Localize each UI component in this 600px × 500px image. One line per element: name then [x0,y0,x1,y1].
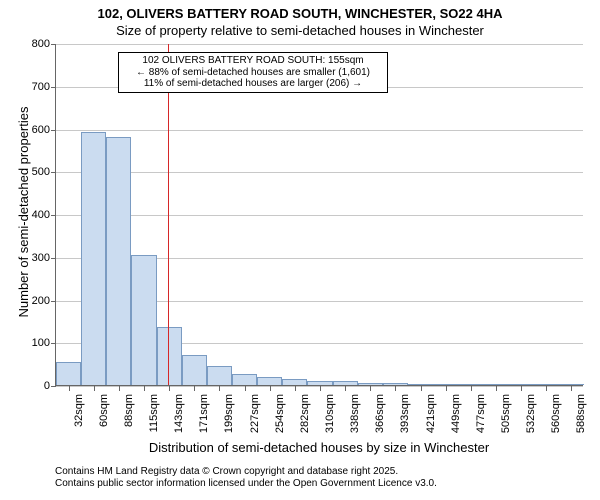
histogram-bar [433,384,458,385]
attribution-line2: Contains public sector information licen… [55,478,437,490]
ytick-mark [51,87,56,88]
annotation-line: 11% of semi-detached houses are larger (… [122,78,384,90]
chart-title-line1: 102, OLIVERS BATTERY ROAD SOUTH, WINCHES… [0,6,600,21]
xtick-mark [219,386,220,391]
ytick-mark [51,215,56,216]
xtick-label: 282sqm [299,394,311,444]
xtick-mark [194,386,195,391]
xtick-label: 477sqm [475,394,487,444]
xtick-mark [69,386,70,391]
ytick-label: 0 [20,380,50,392]
histogram-bar [559,384,584,385]
xtick-label: 227sqm [249,394,261,444]
histogram-bar [106,137,131,385]
grid-line [56,44,583,45]
xtick-mark [119,386,120,391]
histogram-bar [408,384,433,385]
ytick-mark [51,343,56,344]
ytick-label: 800 [20,38,50,50]
ytick-mark [51,301,56,302]
histogram-bar [182,355,207,385]
xtick-label: 588sqm [575,394,587,444]
annotation-line: 102 OLIVERS BATTERY ROAD SOUTH: 155sqm [122,55,384,67]
ytick-mark [51,44,56,45]
xtick-label: 199sqm [223,394,235,444]
xtick-label: 32sqm [73,394,85,444]
xtick-label: 505sqm [500,394,512,444]
xtick-mark [270,386,271,391]
histogram-bar [333,381,358,385]
histogram-bar [282,379,307,385]
xtick-mark [169,386,170,391]
xtick-label: 254sqm [274,394,286,444]
histogram-bar [483,384,508,385]
xtick-label: 393sqm [399,394,411,444]
xtick-label: 171sqm [198,394,210,444]
xtick-mark [571,386,572,391]
histogram-chart: 102, OLIVERS BATTERY ROAD SOUTH, WINCHES… [0,0,600,500]
ytick-mark [51,130,56,131]
ytick-label: 200 [20,295,50,307]
xtick-label: 560sqm [550,394,562,444]
xtick-label: 60sqm [98,394,110,444]
xtick-label: 115sqm [148,394,160,444]
xtick-mark [395,386,396,391]
grid-line [56,172,583,173]
xtick-label: 421sqm [425,394,437,444]
xtick-label: 338sqm [349,394,361,444]
xtick-mark [345,386,346,391]
xtick-mark [370,386,371,391]
annotation-box: 102 OLIVERS BATTERY ROAD SOUTH: 155sqm← … [118,52,388,93]
ytick-mark [51,386,56,387]
ytick-mark [51,172,56,173]
xtick-label: 366sqm [374,394,386,444]
xtick-mark [521,386,522,391]
xtick-mark [421,386,422,391]
histogram-bar [307,381,332,385]
xtick-mark [94,386,95,391]
attribution-text: Contains HM Land Registry data © Crown c… [55,466,437,490]
ytick-label: 400 [20,209,50,221]
annotation-line: ← 88% of semi-detached houses are smalle… [122,67,384,79]
xtick-label: 143sqm [173,394,185,444]
ytick-label: 600 [20,124,50,136]
histogram-bar [358,383,383,385]
ytick-label: 100 [20,337,50,349]
chart-title-line2: Size of property relative to semi-detach… [0,23,600,38]
plot-area: 010020030040050060070080032sqm60sqm88sqm… [55,44,583,386]
reference-line [168,44,169,385]
xtick-mark [546,386,547,391]
ytick-label: 300 [20,252,50,264]
xtick-mark [446,386,447,391]
grid-line [56,130,583,131]
xtick-label: 88sqm [123,394,135,444]
xtick-label: 532sqm [525,394,537,444]
ytick-label: 700 [20,81,50,93]
ytick-mark [51,258,56,259]
histogram-bar [534,384,559,385]
histogram-bar [232,374,257,385]
xtick-label: 310sqm [324,394,336,444]
xtick-mark [245,386,246,391]
xtick-mark [144,386,145,391]
histogram-bar [257,377,282,385]
histogram-bar [81,132,106,386]
xtick-mark [496,386,497,391]
ytick-label: 500 [20,166,50,178]
histogram-bar [383,383,408,385]
histogram-bar [509,384,534,385]
xtick-mark [295,386,296,391]
histogram-bar [458,384,483,385]
xtick-mark [471,386,472,391]
xtick-mark [320,386,321,391]
histogram-bar [207,366,232,385]
attribution-line1: Contains HM Land Registry data © Crown c… [55,466,437,478]
histogram-bar [131,255,156,385]
x-axis-label: Distribution of semi-detached houses by … [55,440,583,455]
histogram-bar [56,362,81,386]
xtick-label: 449sqm [450,394,462,444]
grid-line [56,215,583,216]
histogram-bar [157,327,182,385]
